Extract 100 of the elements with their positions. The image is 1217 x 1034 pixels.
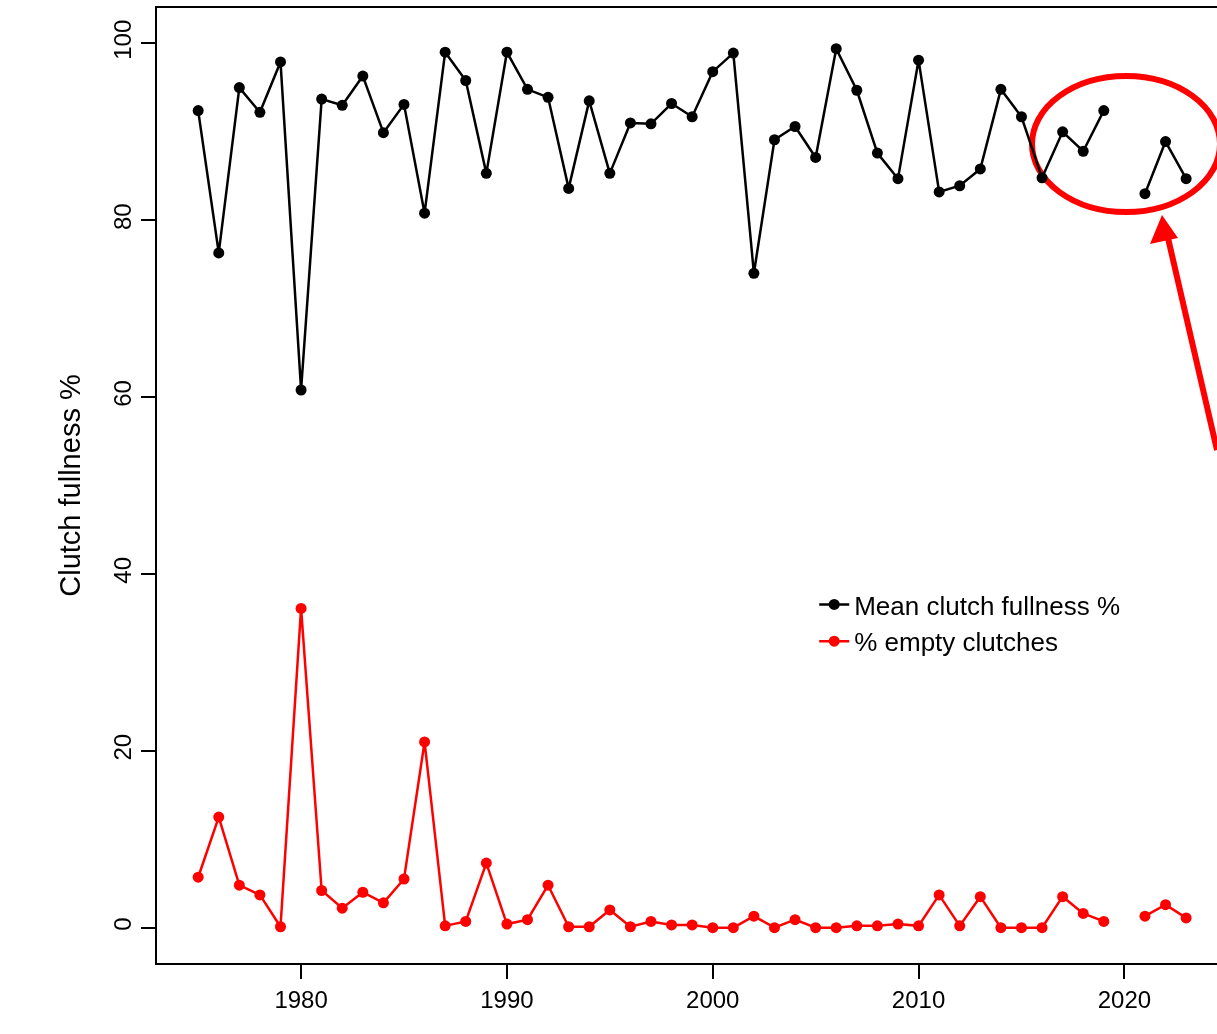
point <box>336 902 348 914</box>
point <box>377 897 389 909</box>
point <box>254 106 266 118</box>
point <box>645 915 657 927</box>
point <box>933 186 945 198</box>
point <box>275 921 286 933</box>
point <box>1098 105 1110 117</box>
point <box>892 173 904 185</box>
point <box>1180 173 1192 185</box>
point <box>377 127 389 139</box>
point <box>913 54 925 66</box>
point <box>871 147 883 159</box>
point <box>913 920 925 932</box>
point <box>1077 907 1089 919</box>
point <box>316 884 328 896</box>
x-tick-label: 1980 <box>274 985 328 1013</box>
y-tick-label: 40 <box>109 556 137 584</box>
point <box>851 84 863 96</box>
x-tick-label: 2000 <box>686 985 740 1013</box>
point <box>1057 891 1069 903</box>
point <box>851 920 863 932</box>
point <box>810 151 822 163</box>
y-tick-label: 0 <box>109 917 137 931</box>
point <box>583 921 595 933</box>
point <box>1015 922 1027 934</box>
point <box>501 46 513 58</box>
point <box>789 914 801 926</box>
point <box>666 98 678 109</box>
point <box>1098 915 1110 927</box>
point <box>521 83 533 95</box>
point <box>192 105 204 117</box>
point <box>974 891 986 903</box>
legend-label: % empty clutches <box>854 627 1058 658</box>
point <box>707 66 719 78</box>
point <box>1139 188 1151 200</box>
point <box>830 43 842 55</box>
point <box>604 904 616 916</box>
point <box>768 922 780 934</box>
point <box>563 182 575 194</box>
point <box>213 247 225 259</box>
point <box>357 886 369 898</box>
point <box>748 910 760 922</box>
point <box>624 117 636 129</box>
point <box>233 879 245 891</box>
point <box>1036 172 1048 184</box>
y-tick-label: 20 <box>109 733 137 761</box>
point <box>439 46 451 58</box>
point <box>398 98 410 110</box>
point <box>233 82 245 94</box>
point <box>995 83 1007 95</box>
point <box>892 918 904 930</box>
point <box>419 207 431 219</box>
point <box>295 602 307 614</box>
point <box>480 857 492 869</box>
point <box>707 922 719 934</box>
point <box>439 920 451 932</box>
point <box>995 922 1007 934</box>
point <box>727 922 739 934</box>
point <box>563 921 575 933</box>
point <box>521 914 533 926</box>
y-axis-title: Clutch fullness % <box>54 374 87 597</box>
point <box>542 879 554 891</box>
y-tick-label: 60 <box>109 380 137 407</box>
point <box>460 915 472 927</box>
point <box>398 873 410 885</box>
point <box>789 120 801 132</box>
point <box>1139 910 1151 922</box>
legend-label: Mean clutch fullness % <box>854 590 1121 621</box>
point <box>1036 922 1048 934</box>
point <box>213 811 225 823</box>
point <box>624 921 636 933</box>
y-tick-label: 80 <box>109 203 137 230</box>
point <box>604 167 616 179</box>
y-tick-label: 100 <box>109 19 137 60</box>
point <box>1180 912 1192 924</box>
point <box>1077 145 1089 157</box>
point <box>192 871 204 883</box>
point <box>768 134 780 146</box>
point <box>686 111 698 123</box>
point <box>974 163 986 175</box>
x-tick-label: 1990 <box>480 985 534 1013</box>
point <box>583 95 595 107</box>
point <box>357 70 369 82</box>
x-tick-label: 2020 <box>1097 985 1152 1013</box>
point <box>666 919 678 931</box>
point <box>954 920 966 932</box>
point <box>954 180 966 192</box>
point <box>295 384 307 396</box>
point <box>501 918 513 930</box>
point <box>871 920 883 932</box>
point <box>316 93 328 105</box>
point <box>748 267 760 279</box>
point <box>1015 111 1027 123</box>
point <box>336 99 348 111</box>
point <box>645 118 657 130</box>
point <box>686 919 698 931</box>
point <box>830 922 842 934</box>
point <box>810 922 822 934</box>
point <box>933 889 945 901</box>
point <box>480 167 492 179</box>
